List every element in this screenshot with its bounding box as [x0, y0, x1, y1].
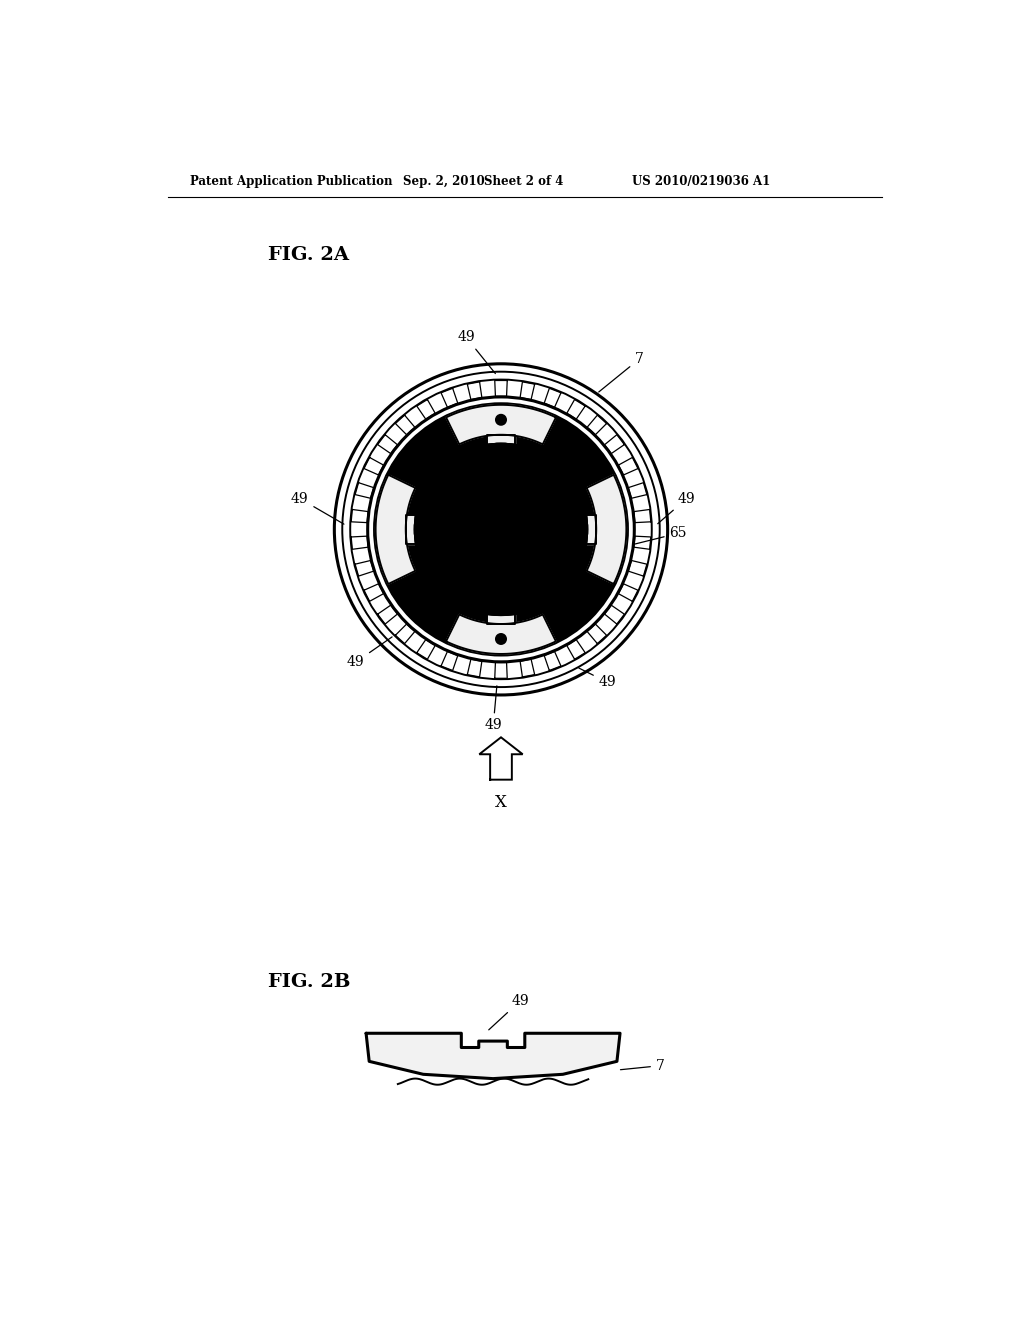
- Ellipse shape: [447, 475, 555, 583]
- Ellipse shape: [416, 445, 587, 615]
- Polygon shape: [376, 475, 416, 583]
- Text: 49: 49: [347, 638, 392, 669]
- Text: 7: 7: [621, 1059, 665, 1073]
- Ellipse shape: [416, 445, 587, 615]
- Text: 49: 49: [579, 668, 616, 689]
- Ellipse shape: [374, 403, 628, 656]
- Polygon shape: [486, 434, 515, 475]
- Text: 7: 7: [599, 352, 644, 392]
- Polygon shape: [479, 738, 522, 780]
- Circle shape: [497, 635, 505, 643]
- Text: 49: 49: [657, 491, 695, 524]
- Text: 49: 49: [488, 994, 529, 1030]
- Polygon shape: [406, 515, 447, 544]
- Circle shape: [497, 416, 505, 424]
- Text: 49: 49: [458, 330, 496, 374]
- Polygon shape: [555, 515, 596, 544]
- Polygon shape: [446, 405, 556, 445]
- Text: 65: 65: [635, 527, 687, 544]
- Polygon shape: [446, 614, 556, 653]
- Text: US 2010/0219036 A1: US 2010/0219036 A1: [632, 176, 770, 187]
- Text: 49: 49: [484, 686, 502, 733]
- Text: Sheet 2 of 4: Sheet 2 of 4: [484, 176, 564, 187]
- Text: 49: 49: [291, 491, 344, 524]
- Text: Patent Application Publication: Patent Application Publication: [190, 176, 392, 187]
- Polygon shape: [486, 583, 515, 624]
- Text: FIG. 2B: FIG. 2B: [267, 973, 350, 991]
- Text: Sep. 2, 2010: Sep. 2, 2010: [403, 176, 485, 187]
- Text: FIG. 2A: FIG. 2A: [267, 246, 348, 264]
- Polygon shape: [587, 475, 627, 583]
- Polygon shape: [367, 1034, 620, 1078]
- Text: X: X: [495, 793, 507, 810]
- Ellipse shape: [447, 475, 555, 583]
